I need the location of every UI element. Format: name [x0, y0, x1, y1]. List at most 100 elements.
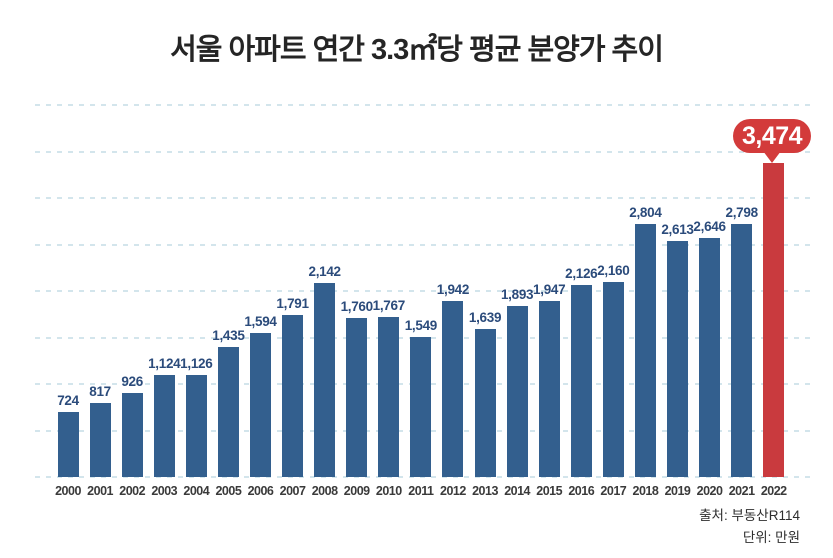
bar-2002 [121, 393, 143, 477]
bar-2010 [378, 317, 400, 477]
unit-note: 단위: 만원 [742, 530, 800, 545]
bar-group-2013: 1,639 2013 [468, 105, 502, 498]
bar-2016 [570, 285, 592, 477]
x-axis-label-2009: 2009 [343, 484, 370, 498]
x-axis-label-2019: 2019 [664, 484, 691, 498]
bar-group-2016: 2,126 2016 [565, 105, 598, 498]
bar-2008 [314, 283, 336, 477]
bar-group-2019: 2,613 2019 [661, 105, 694, 498]
x-axis-label-2007: 2007 [279, 484, 306, 498]
x-axis-label-2000: 2000 [55, 484, 81, 498]
bar-value-label: 926 [121, 374, 143, 389]
x-axis-label-2016: 2016 [568, 484, 595, 498]
bar-2020 [699, 238, 721, 477]
x-axis-label-2022: 2022 [760, 484, 787, 498]
bar-2017 [602, 282, 624, 477]
bar-group-2021: 2,798 2021 [725, 105, 759, 498]
bar-value-label: 1,947 [533, 282, 566, 297]
bar-value-label: 1,639 [468, 310, 502, 325]
bar-value-label: 1,549 [404, 318, 438, 333]
bar-2014 [506, 306, 528, 477]
bar-group-2009: 1,760 2009 [341, 105, 374, 498]
badge-pointer-icon [763, 151, 781, 163]
bar-value-label: 1,767 [372, 298, 406, 313]
bar-group-2005: 1,435 2005 [212, 105, 245, 498]
bar-2011 [410, 337, 432, 477]
x-axis-label-2008: 2008 [311, 484, 338, 498]
bar-2022 [763, 163, 785, 477]
x-axis-label-2010: 2010 [375, 484, 402, 498]
x-axis-label-2005: 2005 [215, 484, 242, 498]
x-axis-label-2021: 2021 [728, 484, 755, 498]
x-axis-label-2012: 2012 [440, 484, 466, 498]
bar-group-2001: 817 2001 [84, 105, 116, 498]
gridline [35, 290, 815, 292]
bar-group-2014: 1,893 2014 [500, 105, 534, 498]
gridline [35, 476, 815, 478]
bar-value-label: 2,613 [661, 222, 694, 237]
x-axis-label-2004: 2004 [183, 484, 210, 498]
chart-title: 서울 아파트 연간 3.3㎡당 평균 분양가 추이 [170, 34, 664, 66]
bar-value-label: 1,893 [500, 287, 534, 302]
bar-value-label: 2,160 [597, 263, 630, 278]
bar-value-label: 2,646 [693, 219, 726, 234]
bar-value-label: 1,124 [148, 356, 181, 371]
bar-group-2012: 1,942 2012 [436, 105, 470, 498]
bar-value-label: 2,798 [725, 205, 759, 220]
bar-2004 [185, 375, 207, 477]
bar-2001 [89, 403, 111, 477]
gridline [35, 197, 815, 199]
bar-value-label: 1,126 [180, 356, 213, 371]
bar-group-2007: 1,791 2007 [276, 105, 309, 498]
gridline [35, 104, 815, 106]
bar-group-2000: 724 2000 [52, 105, 84, 498]
bar-group-2011: 1,549 2011 [404, 105, 438, 498]
bar-2021 [731, 224, 753, 477]
bars: 724 2000 817 2001 926 2002 1,124 2003 1,126 2004 1… [52, 105, 790, 498]
x-axis-label-2001: 2001 [87, 484, 113, 498]
bar-group-2017: 2,160 2017 [597, 105, 630, 498]
x-axis-label-2020: 2020 [696, 484, 723, 498]
bar-group-2006: 1,594 2006 [244, 105, 277, 498]
bar-2018 [634, 224, 656, 477]
bar-value-label: 2,142 [308, 264, 341, 279]
bar-group-2008: 2,142 2008 [308, 105, 341, 498]
bar-group-2022: 2022 [758, 105, 790, 498]
x-axis-label-2013: 2013 [472, 484, 498, 498]
bar-value-label: 1,594 [244, 314, 277, 329]
x-axis-label-2003: 2003 [151, 484, 178, 498]
bar-value-label: 2,126 [565, 266, 598, 281]
x-axis-label-2017: 2017 [600, 484, 627, 498]
bar-group-2018: 2,804 2018 [629, 105, 662, 498]
bar-2013 [474, 329, 496, 477]
bar-value-label: 724 [57, 393, 79, 408]
bar-value-label: 1,942 [436, 282, 470, 297]
plot-area: 724 2000 817 2001 926 2002 1,124 2003 1,126 2004 1… [35, 104, 815, 498]
bar-value-label: 817 [89, 384, 111, 399]
bar-group-2020: 2,646 2020 [693, 105, 726, 498]
bar-2000 [57, 412, 79, 477]
footer-notes: 출처: 부동산R114 단위: 만원 [699, 505, 800, 549]
bar-group-2004: 1,126 2004 [180, 105, 213, 498]
bar-value-label: 1,435 [212, 328, 245, 343]
highlight-badge: 3,474 [733, 119, 811, 153]
highlight-badge-value: 3,474 [741, 121, 803, 150]
gridline [35, 244, 815, 246]
x-axis-label-2018: 2018 [632, 484, 659, 498]
x-axis-label-2011: 2011 [408, 484, 434, 498]
bar-value-label: 2,804 [629, 205, 662, 220]
bar-2009 [346, 318, 368, 477]
bar-group-2010: 1,767 2010 [372, 105, 406, 498]
bar-group-2002: 926 2002 [116, 105, 148, 498]
bar-2015 [538, 301, 560, 477]
x-axis-label-2015: 2015 [536, 484, 563, 498]
bar-value-label: 1,791 [276, 296, 309, 311]
bar-group-2015: 1,947 2015 [533, 105, 566, 498]
bar-2007 [282, 315, 304, 477]
bar-2019 [666, 241, 688, 477]
x-axis-label-2006: 2006 [247, 484, 274, 498]
bar-group-2003: 1,124 2003 [148, 105, 181, 498]
bar-2003 [153, 375, 175, 477]
bar-2012 [442, 301, 464, 477]
bar-2005 [217, 347, 239, 477]
